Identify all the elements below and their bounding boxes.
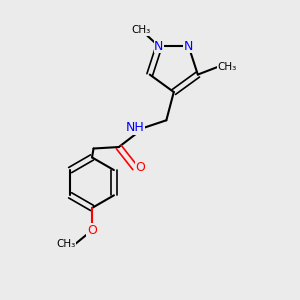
Text: O: O: [135, 161, 145, 174]
Text: NH: NH: [125, 121, 144, 134]
Text: CH₃: CH₃: [217, 62, 236, 72]
Text: O: O: [87, 224, 97, 237]
Text: N: N: [154, 40, 164, 53]
Text: CH₃: CH₃: [131, 25, 151, 35]
Text: N: N: [184, 40, 193, 53]
Text: CH₃: CH₃: [56, 238, 76, 249]
